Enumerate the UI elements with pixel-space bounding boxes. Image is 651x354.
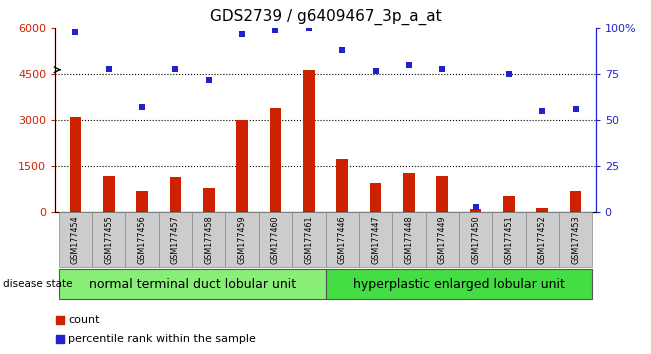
FancyBboxPatch shape — [525, 212, 559, 267]
Bar — [470, 209, 482, 212]
Point — [70, 29, 81, 35]
FancyBboxPatch shape — [259, 212, 292, 267]
Bar — [370, 183, 381, 212]
FancyBboxPatch shape — [59, 212, 92, 267]
Text: GDS2739 / g6409467_3p_a_at: GDS2739 / g6409467_3p_a_at — [210, 9, 441, 25]
Bar — [169, 177, 181, 212]
Text: GSM177450: GSM177450 — [471, 216, 480, 264]
Text: GSM177452: GSM177452 — [538, 216, 547, 264]
Text: GSM177456: GSM177456 — [137, 216, 146, 264]
FancyBboxPatch shape — [225, 212, 259, 267]
Bar — [337, 159, 348, 212]
Point — [55, 336, 65, 342]
Point — [437, 66, 447, 72]
Point — [55, 318, 65, 323]
Bar — [536, 208, 548, 212]
Bar — [70, 117, 81, 212]
FancyBboxPatch shape — [492, 212, 525, 267]
Point — [137, 105, 147, 110]
Point — [303, 25, 314, 31]
FancyBboxPatch shape — [92, 212, 126, 267]
Text: GSM177460: GSM177460 — [271, 216, 280, 264]
Text: count: count — [68, 315, 100, 325]
FancyBboxPatch shape — [159, 212, 192, 267]
Text: GSM177458: GSM177458 — [204, 216, 214, 264]
Point — [170, 66, 180, 72]
FancyBboxPatch shape — [192, 212, 225, 267]
Text: GSM177454: GSM177454 — [71, 216, 80, 264]
Text: GSM177459: GSM177459 — [238, 216, 247, 264]
Text: GSM177449: GSM177449 — [437, 216, 447, 264]
Bar — [270, 108, 281, 212]
Point — [337, 47, 348, 53]
FancyBboxPatch shape — [326, 269, 592, 299]
FancyBboxPatch shape — [459, 212, 492, 267]
FancyBboxPatch shape — [559, 212, 592, 267]
Text: GSM177453: GSM177453 — [571, 216, 580, 264]
Bar — [236, 120, 248, 212]
Bar — [436, 176, 448, 212]
Point — [570, 107, 581, 112]
Text: normal terminal duct lobular unit: normal terminal duct lobular unit — [89, 278, 296, 291]
Text: disease state: disease state — [3, 279, 73, 289]
FancyBboxPatch shape — [326, 212, 359, 267]
FancyBboxPatch shape — [292, 212, 326, 267]
FancyBboxPatch shape — [392, 212, 426, 267]
Point — [471, 204, 481, 210]
Bar — [570, 191, 581, 212]
Text: GSM177455: GSM177455 — [104, 216, 113, 264]
Point — [104, 66, 114, 72]
Point — [404, 62, 414, 68]
Bar — [303, 70, 314, 212]
Bar — [403, 172, 415, 212]
Point — [504, 72, 514, 77]
Bar — [503, 195, 515, 212]
Text: GSM177457: GSM177457 — [171, 216, 180, 264]
Text: GSM177461: GSM177461 — [304, 216, 313, 264]
Text: hyperplastic enlarged lobular unit: hyperplastic enlarged lobular unit — [353, 278, 565, 291]
Text: GSM177447: GSM177447 — [371, 216, 380, 264]
Text: GSM177446: GSM177446 — [338, 216, 347, 264]
Text: percentile rank within the sample: percentile rank within the sample — [68, 334, 256, 344]
Point — [270, 27, 281, 33]
FancyBboxPatch shape — [59, 269, 326, 299]
Point — [370, 68, 381, 74]
Text: GSM177448: GSM177448 — [404, 216, 413, 264]
FancyBboxPatch shape — [426, 212, 459, 267]
Bar — [103, 176, 115, 212]
Bar — [203, 188, 215, 212]
FancyBboxPatch shape — [359, 212, 392, 267]
Point — [204, 77, 214, 83]
FancyBboxPatch shape — [126, 212, 159, 267]
Text: GSM177451: GSM177451 — [505, 216, 514, 264]
Point — [237, 31, 247, 37]
Point — [537, 108, 547, 114]
Bar — [136, 191, 148, 212]
